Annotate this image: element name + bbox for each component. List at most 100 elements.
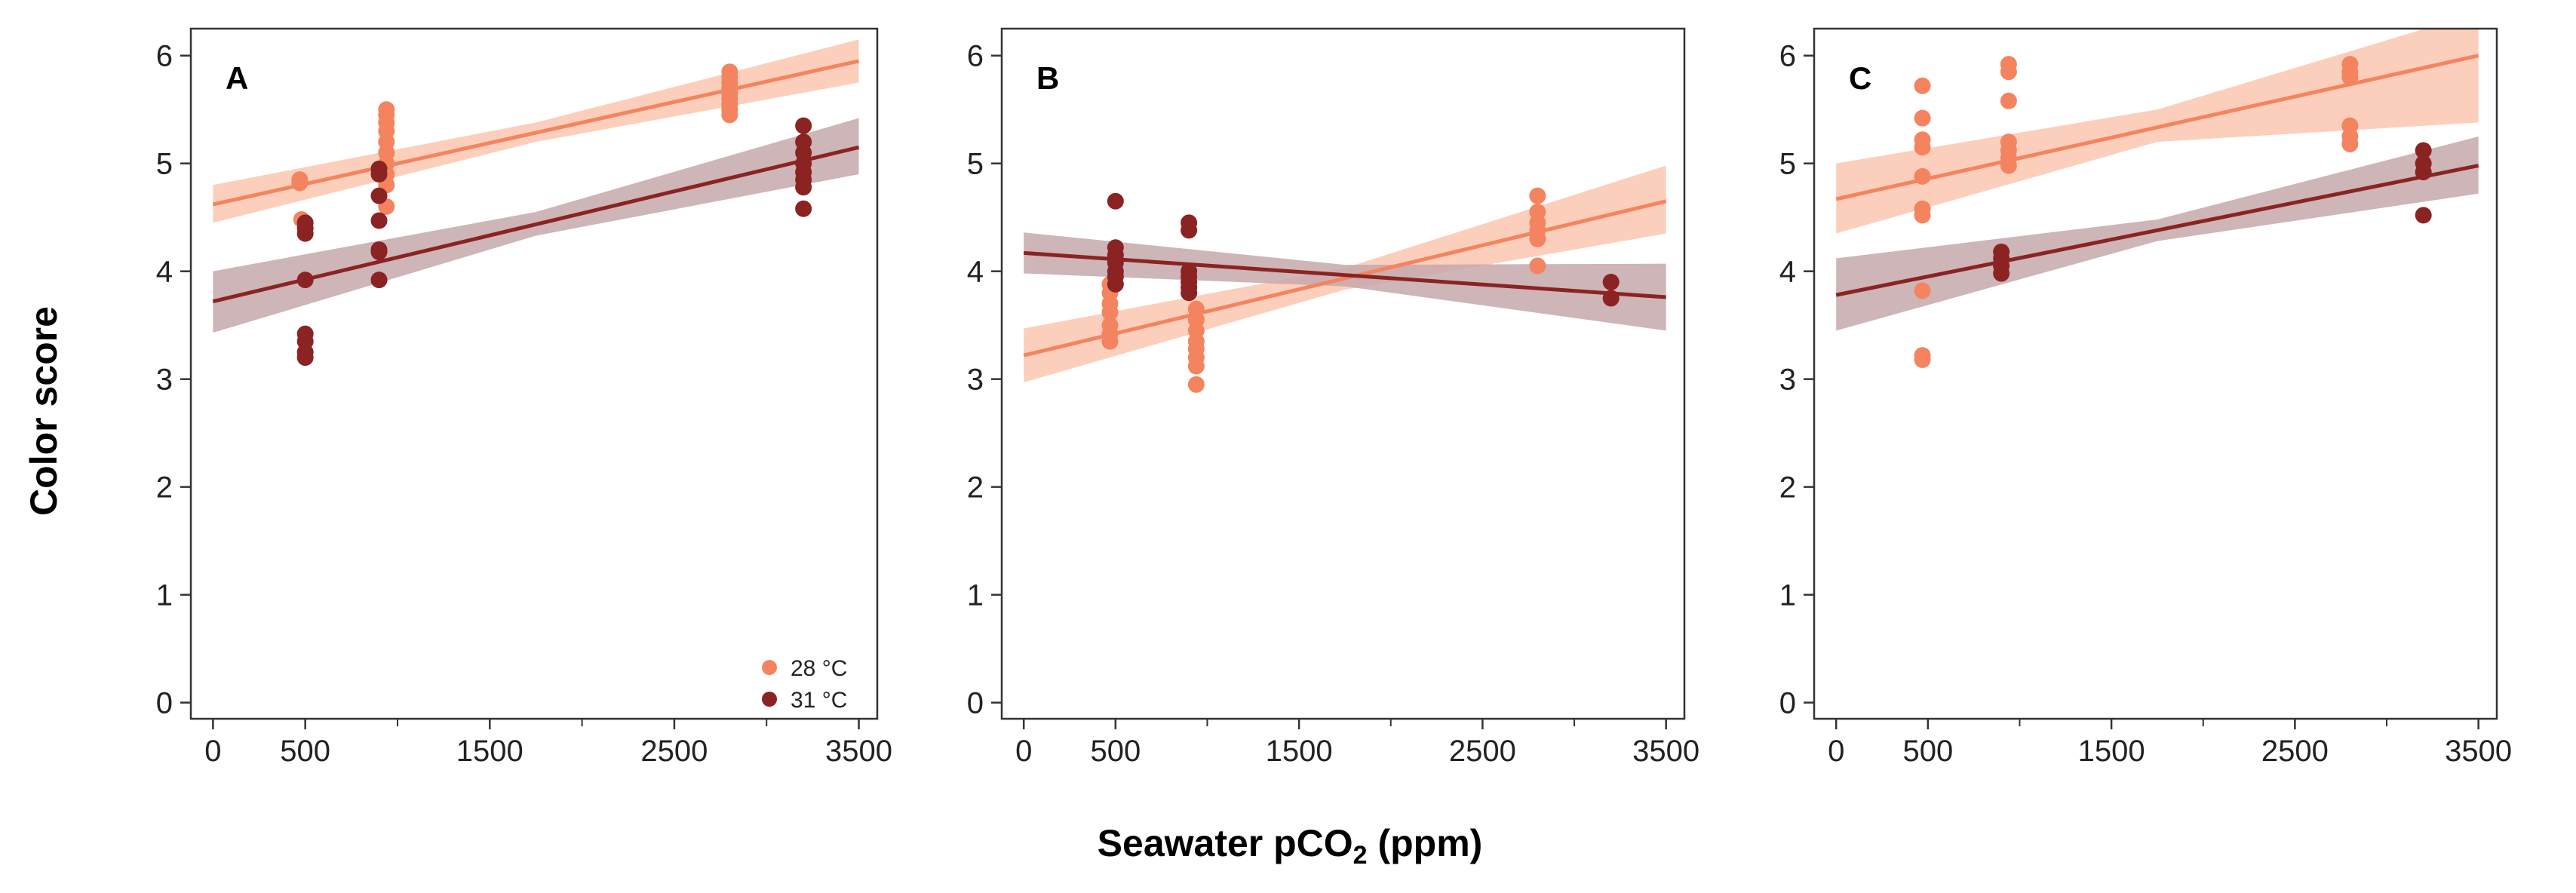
panel-c-point-28c-12 [2000, 92, 2017, 109]
panel-a-point-28c-1 [291, 174, 309, 192]
panel-a-point-31c-3 [296, 272, 314, 289]
panel-a-point-31c-13 [370, 243, 388, 260]
panel-c-y-tick-label-6: 6 [1779, 40, 1796, 73]
panel-c-x-tick-label-500: 500 [1902, 735, 1953, 768]
panel-a-frame [189, 27, 879, 720]
panel-a-x-tick-label-1500: 1500 [456, 735, 523, 768]
x-axis-title: Seawater pCO2 (ppm) [1098, 822, 1483, 870]
legend: 28 °C 31 °C [762, 656, 847, 713]
panel-c-y-tick-label-0: 0 [1779, 687, 1796, 720]
panel-c-point-28c-9 [1914, 351, 1931, 368]
panel-a-y-tick-label-4: 4 [156, 256, 173, 289]
x-axis-title-subscript: 2 [1353, 841, 1368, 870]
panel-c-point-28c-1 [1914, 109, 1931, 127]
panel-c-x-tick-label-2500: 2500 [2261, 735, 2329, 768]
panel-c-point-28c-16 [2000, 157, 2017, 174]
panel-a-y-tick-label-1: 1 [156, 579, 173, 612]
panel-b-point-28c-14 [1187, 376, 1205, 393]
panel-a-fit-line-28c [212, 59, 860, 207]
panel-c-point-28c-6 [1914, 207, 1931, 224]
panel-b-y-tick-label-1: 1 [967, 579, 984, 612]
panel-c-point-28c-11 [2000, 63, 2017, 81]
panel-c: 0 1 2 3 4 5 6 0 500 1500 2500 3500 C [1779, 27, 2512, 768]
panel-c-point-28c-4 [1914, 167, 1931, 185]
panel-b-point-28c-15 [1529, 187, 1546, 204]
legend-marker-28c [762, 660, 777, 675]
panel-b-point-31c-15 [1602, 290, 1620, 307]
panel-c-fit-line-31c [1835, 164, 2479, 297]
panel-a-point-31c-15 [795, 117, 812, 134]
panel-c-x-tick-label-3500: 3500 [2445, 735, 2512, 768]
panel-c-point-31c-6 [2415, 164, 2432, 181]
panel-b-fit-line-28c [1023, 199, 1667, 358]
panel-b: 0 1 2 3 4 5 6 0 500 1500 2500 3500 B [967, 27, 1699, 768]
panel-b-frame [1000, 27, 1686, 720]
panel-c-frame [1813, 27, 2498, 720]
panel-c-point-31c-4 [2415, 142, 2432, 159]
panel-a-y-tick-label-6: 6 [156, 40, 173, 73]
panel-a-point-31c-2 [296, 225, 314, 242]
y-axis-title: Color score [23, 306, 65, 516]
panel-a-point-31c-22 [795, 200, 812, 217]
panel-c-point-28c-3 [1914, 139, 1931, 156]
panel-a-point-31c-14 [370, 272, 388, 289]
panel-a-point-31c-21 [795, 179, 812, 196]
panel-c-y-tick-label-5: 5 [1779, 148, 1796, 181]
panel-b-x-tick-label-1500: 1500 [1266, 735, 1333, 768]
panel-c-point-28c-22 [2341, 135, 2359, 152]
panel-c-label: C [1849, 60, 1871, 96]
panel-c-fit-line-28c [1835, 54, 2479, 201]
panel-a-y-tick-label-0: 0 [156, 687, 173, 720]
panel-b-y-tick-label-6: 6 [967, 40, 984, 73]
panel-c-y-tick-label-4: 4 [1779, 256, 1796, 289]
panel-b-y-tick-label-0: 0 [967, 687, 984, 720]
panel-a-label: A [226, 60, 248, 96]
panel-b-x-tick-label-3500: 3500 [1632, 735, 1699, 768]
panel-c-confidence-band-31c [1836, 136, 2479, 331]
panel-a-y-tick-label-5: 5 [156, 148, 173, 181]
panel-c-x-tick-label-1500: 1500 [2078, 735, 2145, 768]
panel-c-point-28c-0 [1914, 77, 1931, 94]
panel-b-y-tick-label-5: 5 [967, 148, 984, 181]
panel-c-confidence-band-28c [1836, 29, 2479, 234]
x-axis-title-tail: (ppm) [1368, 822, 1483, 864]
panel-c-point-28c-7 [1914, 282, 1931, 299]
panel-b-confidence-band-31c [1024, 232, 1666, 331]
panel-a-x-tick-label-3500: 3500 [825, 735, 892, 768]
panel-b-point-31c-13 [1181, 284, 1198, 302]
panel-a-y-tick-label-2: 2 [156, 471, 173, 505]
panel-b-point-28c-3 [1101, 304, 1119, 321]
panel-a-point-31c-7 [296, 349, 314, 367]
x-axis-title-main: Seawater pCO [1098, 822, 1353, 864]
panel-a: 0 1 2 3 4 5 6 0 500 1500 2500 3500 A [156, 27, 892, 768]
panel-a-point-31c-9 [370, 166, 388, 183]
panel-a-x-tick-label-500: 500 [280, 735, 330, 768]
panel-b-y-tick-label-4: 4 [967, 256, 984, 289]
legend-label-28c: 28 °C [791, 656, 847, 681]
panel-b-label: B [1036, 60, 1059, 96]
panel-b-point-31c-8 [1181, 222, 1198, 239]
panel-b-point-28c-19 [1529, 230, 1546, 247]
panel-a-y-tick-label-3: 3 [156, 364, 173, 397]
panel-b-point-28c-6 [1101, 333, 1119, 350]
panel-b-y-tick-label-3: 3 [967, 364, 984, 397]
panel-a-x-tick-label-2500: 2500 [640, 735, 708, 768]
panel-b-point-31c-14 [1602, 273, 1620, 290]
panel-a-point-31c-11 [370, 212, 388, 229]
panel-a-point-28c-21 [721, 106, 738, 124]
legend-label-31c: 31 °C [791, 688, 847, 713]
panel-c-y-tick-label-1: 1 [1779, 579, 1796, 612]
panel-c-point-31c-3 [1993, 265, 2010, 282]
panel-c-y-tick-label-3: 3 [1779, 364, 1796, 397]
panel-c-x-tick-label-0: 0 [1828, 735, 1844, 768]
panel-b-x-tick-label-2500: 2500 [1449, 735, 1516, 768]
panel-b-point-28c-20 [1529, 257, 1546, 275]
panel-b-point-31c-6 [1107, 275, 1124, 293]
panel-b-fit-line-31c [1024, 250, 1666, 299]
panel-a-x-tick-label-0: 0 [204, 735, 221, 768]
panel-b-x-tick-label-0: 0 [1015, 735, 1032, 768]
panel-c-point-31c-7 [2415, 207, 2432, 224]
panel-a-fit-line-31c [212, 145, 860, 304]
panel-b-point-28c-13 [1187, 358, 1205, 375]
panel-c-y-tick-label-2: 2 [1779, 471, 1796, 505]
